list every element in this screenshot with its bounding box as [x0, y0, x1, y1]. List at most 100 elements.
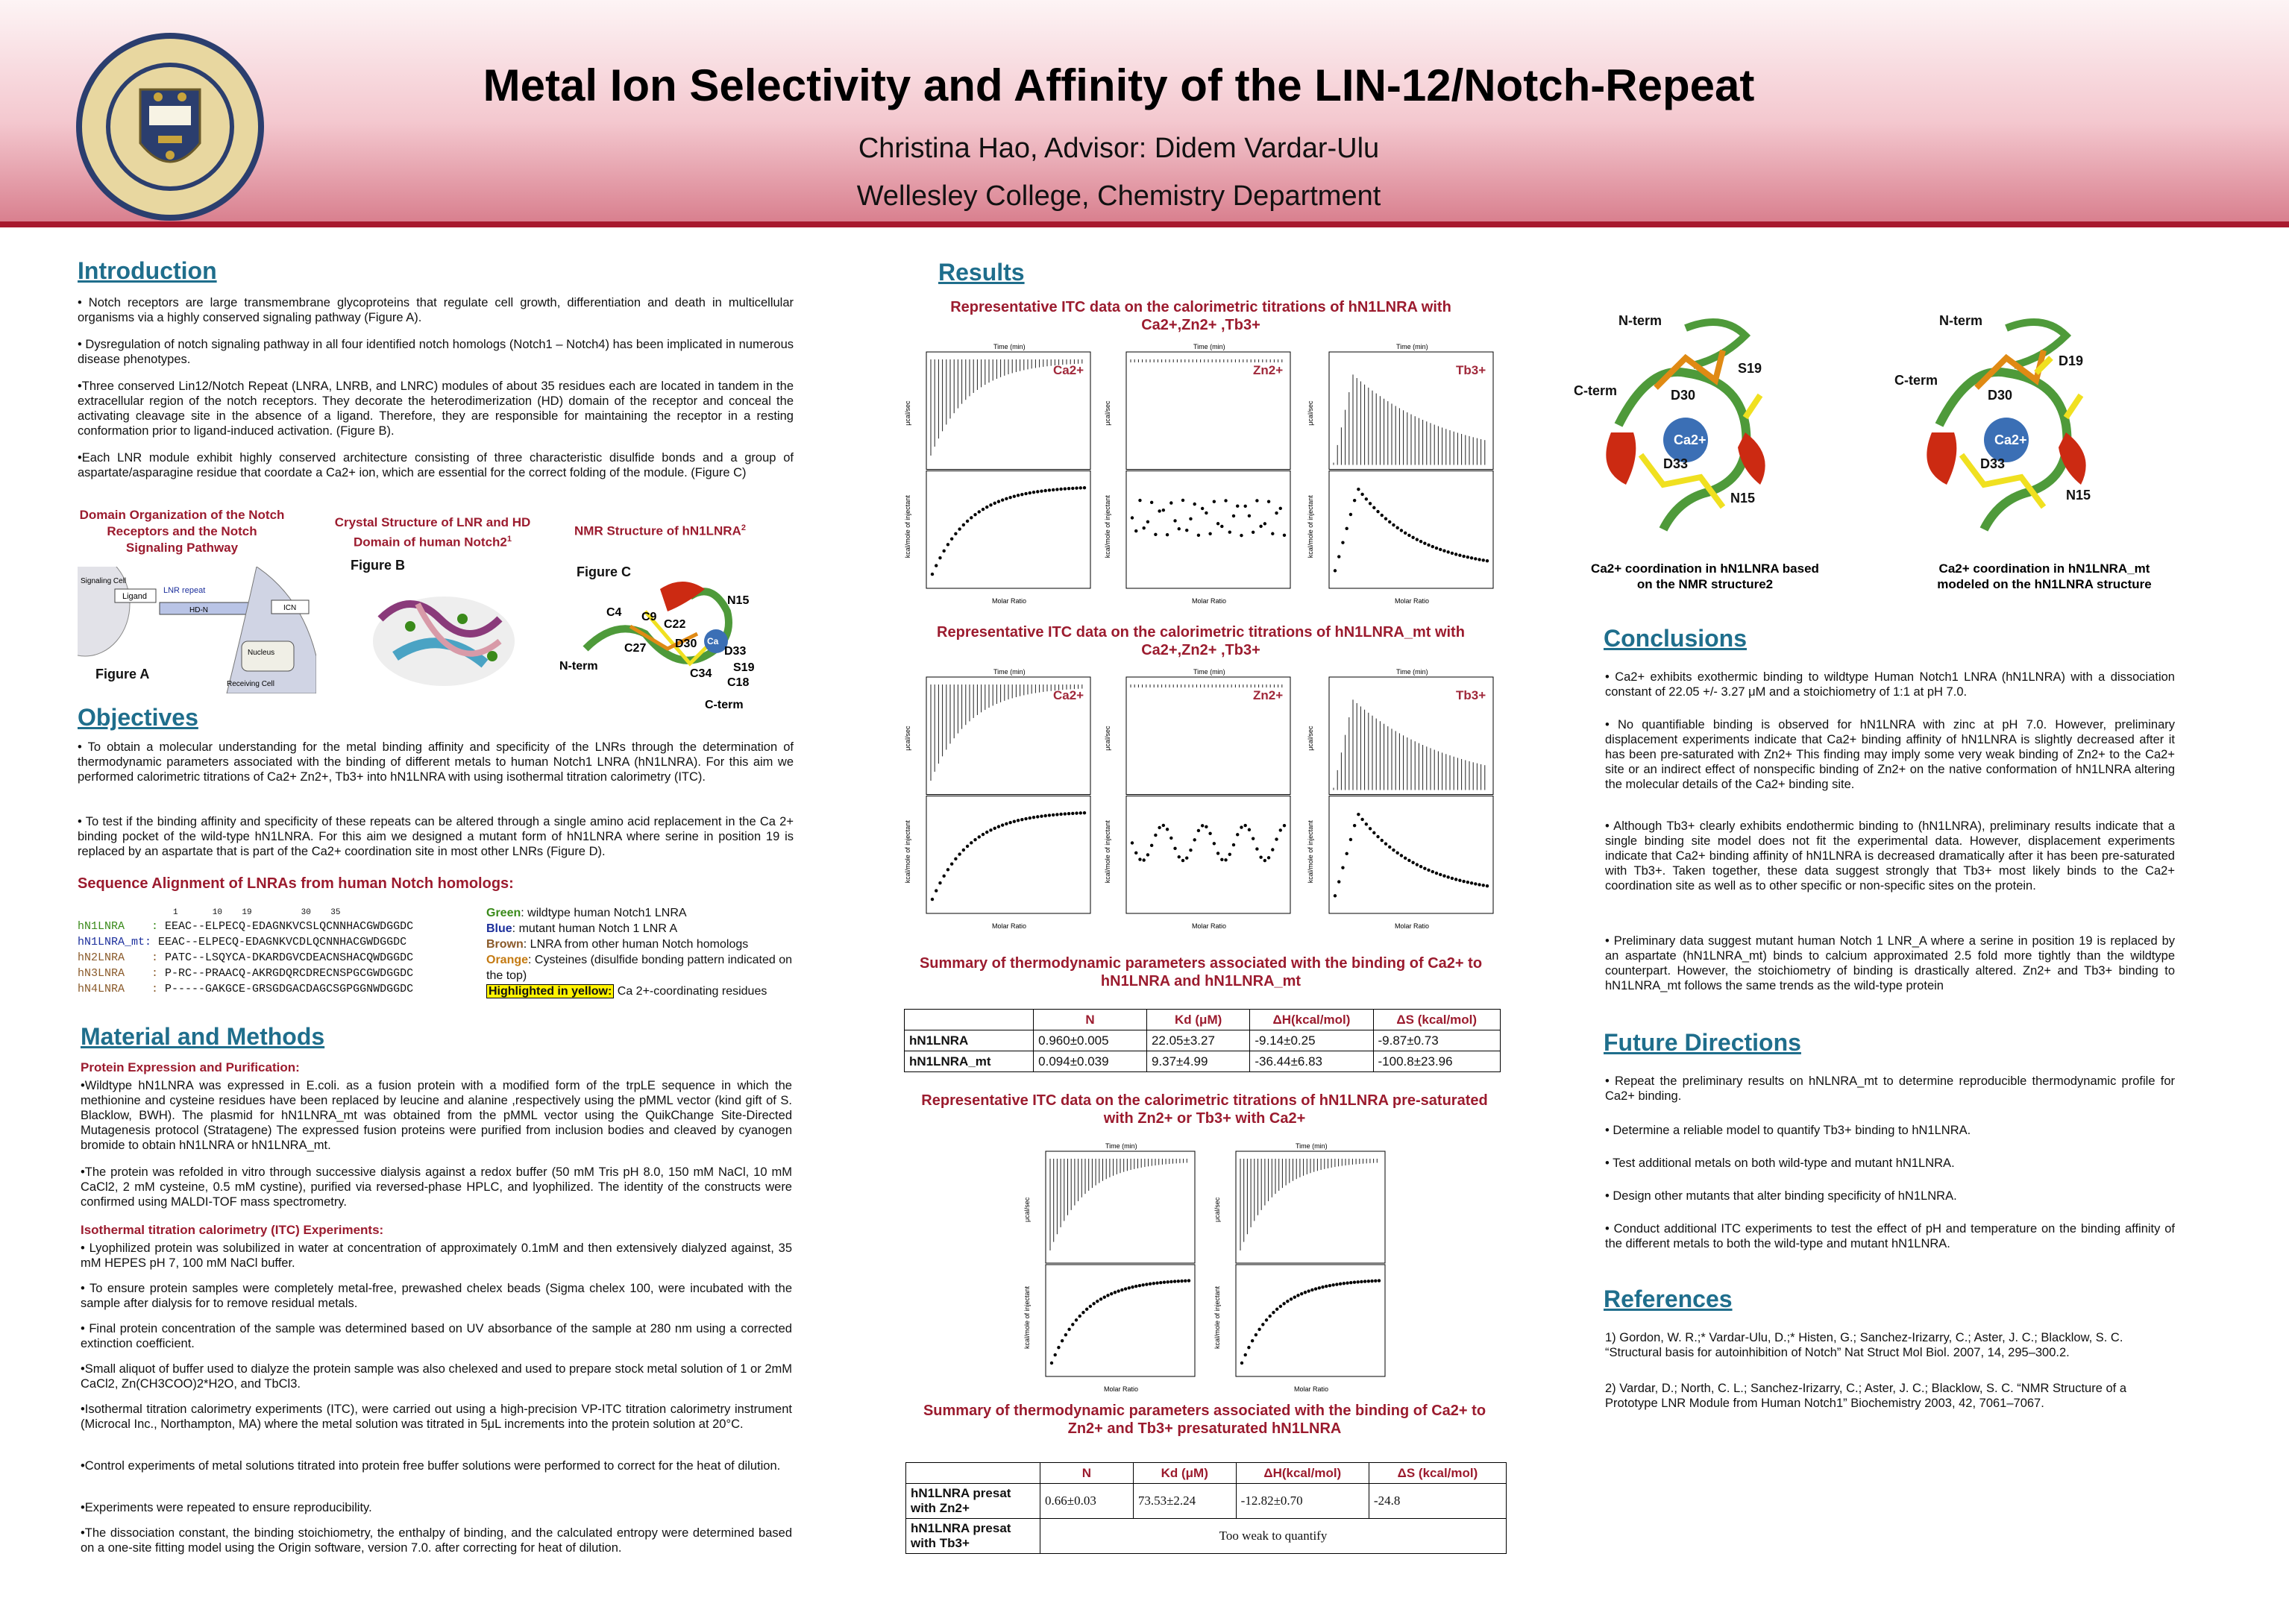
- results-caption-4: Representative ITC data on the calorimet…: [921, 1092, 1488, 1127]
- axis-cal-label: μcal/sec: [1104, 726, 1111, 751]
- table-row: hN1LNRA 0.960±0.005 22.05±3.27 -9.14±0.25 -9…: [903, 1030, 1501, 1051]
- left-s19-label: S19: [1738, 361, 1762, 376]
- legend-entry: Brown: LNRA from other human Notch homol…: [486, 937, 800, 952]
- legend-entry: Green: wildtype human Notch1 LNRA: [486, 905, 800, 921]
- axis-ratio-label: Molar Ratio: [1104, 1385, 1138, 1393]
- future-paragraph-2: • Determine a reliable model to quantify…: [1605, 1124, 1971, 1137]
- axis-ratio-label: Molar Ratio: [1192, 922, 1226, 930]
- sequence-ruler: 1 10 19 30 35: [173, 908, 341, 917]
- wellesley-seal-logo: [76, 33, 264, 221]
- table-cell: hN1LNRA presat with Tb3+: [905, 1518, 1040, 1554]
- results-caption-2: Representative ITC data on the calorimet…: [937, 624, 1465, 658]
- axis-time-label: Time (min): [1396, 343, 1428, 350]
- sequence-alignment-block: hN1LNRA : EEAC--ELPECQ-EDAGNKVCSLQCNNHAC…: [78, 919, 413, 997]
- ion-label: Ca2+: [1053, 363, 1084, 377]
- figure-a-label: Figure A: [95, 667, 150, 682]
- fig-c-nterm-label: N-term: [559, 660, 598, 673]
- table-header-cell: ΔS (kcal/mol): [1372, 1009, 1501, 1030]
- methods-paragraph-4: • To ensure protein samples were complet…: [81, 1282, 792, 1310]
- ion-label: Zn2+: [1253, 363, 1283, 377]
- left-d33-label: D33: [1663, 456, 1688, 471]
- reference-1: 1) Gordon, W. R.;* Vardar-Ulu, D.;* Hist…: [1605, 1331, 2123, 1359]
- left-ca-label: Ca2+: [1674, 432, 1706, 447]
- conclusions-heading: Conclusions: [1604, 625, 1748, 652]
- axis-kcal-label: kcal/mole of injectant: [1104, 495, 1111, 558]
- fig-c-d30-label: D30: [675, 638, 697, 650]
- methods-paragraph-3: • Lyophilized protein was solubilized in…: [81, 1241, 792, 1270]
- objectives-paragraph-1: • To obtain a molecular understanding fo…: [78, 740, 794, 784]
- table-header-cell: Kd (μM): [1132, 1462, 1237, 1484]
- objectives-paragraph-2: • To test if the binding affinity and sp…: [78, 815, 794, 858]
- table-cell: 22.05±3.27: [1146, 1030, 1251, 1051]
- ligand-label: Ligand: [122, 592, 147, 601]
- axis-cal-label: μcal/sec: [1307, 726, 1314, 751]
- itc-panels-presaturated: Time (min) Molar Ratio μcal/sec kcal/mole o…: [1022, 1141, 1395, 1394]
- legend-key: Highlighted in yellow:: [486, 984, 615, 998]
- intro-paragraph-4: •Each LNR module exhibit highly conserve…: [78, 451, 794, 479]
- fig-c-c4-label: C4: [606, 606, 622, 619]
- poster-department: Wellesley College, Chemistry Department: [856, 180, 1381, 212]
- table-header-cell: Kd (μM): [1146, 1009, 1251, 1030]
- introduction-heading: Introduction: [78, 257, 217, 284]
- thermo-table-1: N Kd (μM) ΔH(kcal/mol) ΔS (kcal/mol) hN1LNRA…: [903, 1009, 1501, 1072]
- fig-c-c9-label: C9: [641, 611, 657, 623]
- table-header-cell: [903, 1009, 1034, 1030]
- legend-key: Blue: [486, 922, 512, 935]
- axis-kcal-label: kcal/mole of injectant: [1104, 820, 1111, 884]
- axis-kcal-label: kcal/mole of injectant: [904, 495, 911, 558]
- poster-author: Christina Hao, Advisor: Didem Vardar-Ulu: [858, 133, 1380, 164]
- fig-c-s19-label: S19: [733, 661, 755, 674]
- itc-panels-mutant: Time (min) Molar Ratio μcal/sec kcal/mole o…: [902, 667, 1507, 931]
- table-cell: -36.44±6.83: [1249, 1051, 1374, 1072]
- right-d33-label: D33: [1980, 456, 2005, 471]
- table-cell: -12.82±0.70: [1235, 1483, 1369, 1519]
- legend-entry: Orange: Cysteines (disulfide bonding pat…: [486, 952, 800, 983]
- axis-kcal-label: kcal/mole of injectant: [904, 820, 911, 884]
- receiving-cell-label: Receiving Cell: [227, 680, 274, 688]
- conclusions-paragraph-1: • Ca2+ exhibits exothermic binding to wi…: [1605, 670, 2175, 699]
- axis-cal-label: μcal/sec: [1307, 400, 1314, 426]
- axis-time-label: Time (min): [993, 668, 1026, 676]
- table-header-cell: [905, 1462, 1040, 1484]
- axis-cal-label: μcal/sec: [904, 400, 911, 426]
- results-caption-5: Summary of thermodynamic parameters asso…: [923, 1403, 1486, 1437]
- legend-value: : LNRA from other human Notch homologs: [523, 938, 749, 951]
- fig-c-c27-label: C27: [624, 642, 646, 655]
- table-header-cell: ΔS (kcal/mol): [1368, 1462, 1507, 1484]
- left-cterm-label: C-term: [1574, 383, 1617, 398]
- icn-label: ICN: [283, 604, 296, 612]
- table-header-cell: ΔH(kcal/mol): [1249, 1009, 1374, 1030]
- axis-ratio-label: Molar Ratio: [1395, 597, 1429, 605]
- sequence-residues: P-RC--PRAACQ-AKRGDQRCDRECNSPGCGWDGGDC: [165, 967, 414, 980]
- itc-plot-flat: Time (min) Molar Ratio μcal/sec kcal/mole o…: [1104, 668, 1291, 930]
- legend-key: Brown: [486, 938, 524, 951]
- itc-plot-endo: Time (min) Molar Ratio μcal/sec kcal/mole o…: [1307, 343, 1494, 605]
- axis-kcal-label: kcal/mole of injectant: [1307, 495, 1314, 558]
- right-d30-label: D30: [1988, 388, 2012, 403]
- sequence-name: hN4LNRA :: [78, 983, 166, 995]
- itc-plot-endo: Time (min) Molar Ratio μcal/sec kcal/mole o…: [1307, 668, 1494, 930]
- structure-right-caption: Ca2+ coordination in hN1LNRA_mt modeled …: [1937, 561, 2152, 591]
- figure-b-caption: Crystal Structure of LNR and HD Domain o…: [334, 515, 531, 550]
- methods-paragraph-8: •Control experiments of metal solutions …: [81, 1459, 781, 1473]
- methods-paragraph-7: •Isothermal titration calorimetry experi…: [81, 1403, 792, 1431]
- itc-panels-wildtype: Time (min) Molar Ratio μcal/sec kcal/mole o…: [902, 342, 1507, 606]
- legend-entry: Highlighted in yellow: Ca 2+-coordinatin…: [486, 983, 800, 999]
- objectives-heading: Objectives: [78, 704, 198, 731]
- future-paragraph-3: • Test additional metals on both wild-ty…: [1605, 1156, 1955, 1170]
- sequence-row: hN1LNRA : EEAC--ELPECQ-EDAGNKVCSLQCNNHAC…: [78, 919, 413, 934]
- fig-c-ca-label: Ca: [707, 636, 719, 646]
- thermo-table-2: N Kd (μM) ΔH(kcal/mol) ΔS (kcal/mol) hN1LNRA…: [905, 1462, 1507, 1554]
- sequence-name: hN2LNRA :: [78, 951, 166, 964]
- methods-paragraph-6: •Small aliquot of buffer used to dialyze…: [81, 1362, 792, 1391]
- sequence-residues: EEAC--ELPECQ-EDAGNKVCSLQCNNHACGWDGGDC: [165, 920, 414, 933]
- axis-ratio-label: Molar Ratio: [1192, 597, 1226, 605]
- right-ca-label: Ca2+: [1994, 432, 2027, 447]
- itc-plot-exo: Time (min) Molar Ratio μcal/sec kcal/mole o…: [1023, 1142, 1196, 1393]
- right-n15-label: N15: [2066, 488, 2091, 503]
- legend-key: Green: [486, 907, 521, 919]
- axis-cal-label: μcal/sec: [1023, 1197, 1031, 1222]
- fig-c-c18-label: C18: [727, 676, 749, 689]
- sequence-residues: PATC--LSQYCA-DKARDGVCDEACNSHACQWDGGDC: [165, 951, 414, 964]
- left-d30-label: D30: [1671, 388, 1695, 403]
